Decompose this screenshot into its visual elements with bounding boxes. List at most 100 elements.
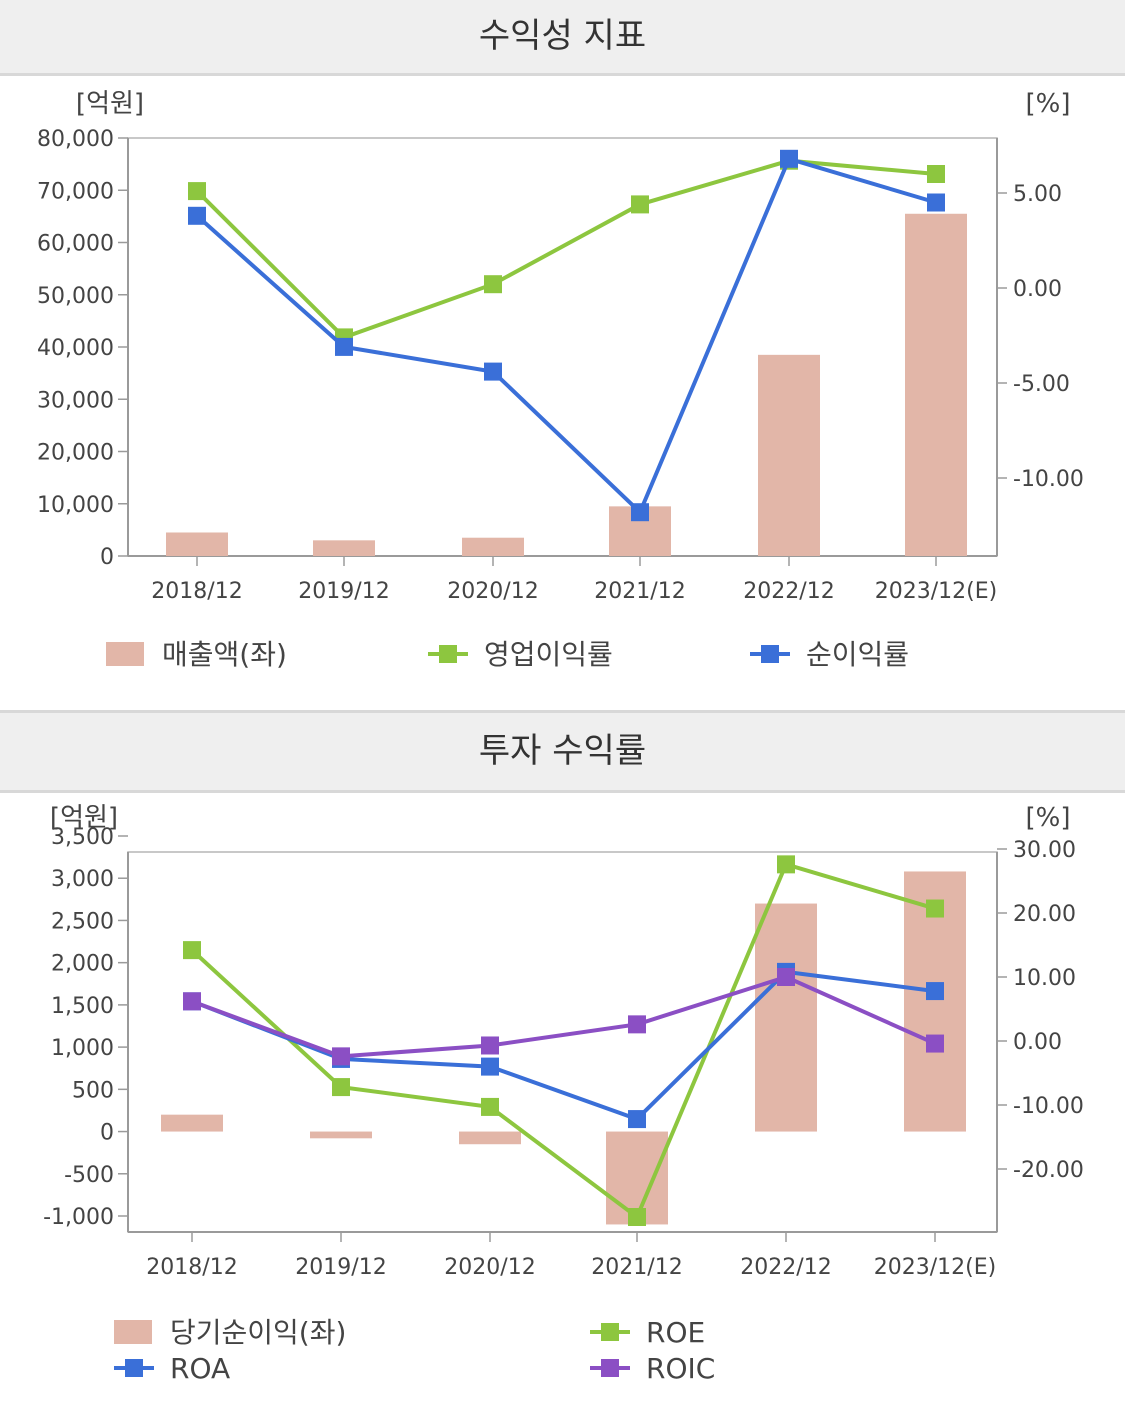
left-tick-label: 3,000	[51, 867, 114, 892]
series-point-ROA	[481, 1057, 499, 1076]
x-tick-label: 2020/12	[447, 579, 538, 604]
left-tick-label: 10,000	[37, 493, 114, 518]
series-line-ROA	[191, 969, 936, 1122]
investment-return-chart: [억원] [%] 3,500 3,000 2,500 2,000 1,500 1,000 500…	[43, 803, 1084, 1385]
left-tick-label: 1,500	[51, 994, 114, 1019]
series-point-ROIC	[183, 992, 201, 1011]
bar-매출액(좌)	[758, 354, 820, 556]
legend-swatch-bar	[114, 1320, 152, 1344]
left-tick-label: 0	[100, 1121, 114, 1146]
legend-swatch-marker	[125, 1359, 143, 1377]
left-tick-label: 40,000	[37, 336, 114, 361]
legend-swatch-bar	[106, 642, 144, 666]
series-point-영업이익률	[631, 195, 649, 214]
bar-매출액(좌)	[313, 540, 375, 556]
series-point-ROIC	[628, 1015, 646, 1034]
series-line-순이익률	[195, 156, 937, 516]
series-line-ROE	[190, 861, 936, 1221]
left-tick-label: -1,000	[43, 1205, 114, 1230]
left-tick-label: 20,000	[37, 441, 114, 466]
left-tick-label: 500	[72, 1078, 114, 1103]
bar-매출액(좌)	[166, 532, 228, 556]
x-tick-label: 2022/12	[740, 1255, 831, 1280]
right-tick-label: -10.00	[1013, 467, 1084, 492]
series-point-ROE	[628, 1208, 646, 1226]
legend-label: ROE	[646, 1316, 705, 1349]
series-point-ROA	[628, 1110, 646, 1129]
right-unit-label: [%]	[1026, 803, 1071, 833]
right-tick-label: 30.00	[1013, 838, 1076, 863]
series-point-ROIC	[926, 1034, 944, 1053]
left-tick-label: 2,000	[51, 952, 114, 977]
legend-label: 매출액(좌)	[162, 638, 287, 671]
right-tick-label: 5.00	[1013, 182, 1062, 207]
left-tick-label: 3,500	[51, 825, 114, 850]
x-tick-label: 2019/12	[298, 579, 389, 604]
legend-label: 당기순이익(좌)	[170, 1316, 346, 1349]
bar-당기순이익(좌)	[755, 903, 817, 1132]
x-tick-label: 2021/12	[594, 579, 685, 604]
right-tick-label: 20.00	[1013, 902, 1076, 927]
left-tick-label: 80,000	[37, 127, 114, 152]
legend-swatch-marker	[761, 645, 779, 663]
x-tick-label: 2022/12	[743, 579, 834, 604]
right-tick-label: -10.00	[1013, 1094, 1084, 1119]
left-tick-label: 1,000	[51, 1036, 114, 1061]
plot-area	[127, 137, 998, 557]
x-tick-label: 2018/12	[151, 579, 242, 604]
right-tick-label: 0.00	[1013, 1030, 1062, 1055]
series-point-ROIC	[481, 1036, 499, 1055]
series-point-순이익률	[631, 503, 649, 522]
bar-당기순이익(좌)	[459, 1131, 521, 1145]
series-point-영업이익률	[484, 275, 502, 294]
legend-swatch-marker	[601, 1323, 619, 1341]
legend-swatch-marker	[601, 1359, 619, 1377]
series-point-순이익률	[335, 337, 353, 356]
left-tick-label: 2,500	[51, 909, 114, 934]
series-point-ROE	[183, 941, 201, 960]
series-point-ROA	[926, 982, 944, 1001]
left-tick-label: -500	[64, 1163, 114, 1188]
chart1-title: 수익성 지표	[0, 0, 1125, 76]
x-tick-label: 2018/12	[146, 1255, 237, 1280]
legend-label: ROA	[170, 1352, 230, 1385]
left-unit-label: [억원]	[76, 89, 144, 119]
series-point-ROIC	[777, 968, 795, 986]
chart2-title: 투자 수익률	[0, 710, 1125, 793]
series-point-순이익률	[780, 149, 798, 168]
legend-swatch-marker	[439, 645, 457, 663]
series-point-영업이익률	[927, 165, 945, 183]
x-tick-label: 2023/12(E)	[875, 579, 997, 604]
right-tick-label: -5.00	[1013, 372, 1070, 397]
series-point-ROE	[777, 855, 795, 874]
left-tick-label: 0	[100, 545, 114, 570]
left-tick-label: 30,000	[37, 388, 114, 413]
bar-매출액(좌)	[462, 537, 524, 556]
series-point-ROE	[332, 1078, 350, 1097]
plot-area	[127, 851, 998, 1233]
left-tick-label: 50,000	[37, 284, 114, 309]
bar-매출액(좌)	[905, 213, 967, 556]
legend-label: 순이익률	[806, 638, 909, 671]
x-tick-label: 2020/12	[444, 1255, 535, 1280]
right-tick-label: -20.00	[1013, 1158, 1084, 1183]
series-point-ROE	[926, 899, 944, 918]
x-tick-label: 2019/12	[295, 1255, 386, 1280]
right-tick-label: 10.00	[1013, 966, 1076, 991]
bar-당기순이익(좌)	[161, 1114, 223, 1132]
left-tick-label: 60,000	[37, 232, 114, 257]
series-point-순이익률	[484, 362, 502, 381]
left-unit-label: [억원]	[50, 803, 118, 833]
right-unit-label: [%]	[1026, 89, 1071, 119]
series-point-ROIC	[332, 1047, 350, 1066]
x-tick-label: 2023/12(E)	[874, 1255, 996, 1280]
bar-당기순이익(좌)	[310, 1131, 372, 1139]
series-line-ROIC	[191, 974, 936, 1059]
left-tick-label: 70,000	[37, 179, 114, 204]
series-point-ROE	[481, 1097, 499, 1116]
right-tick-label: 0.00	[1013, 277, 1062, 302]
series-point-순이익률	[188, 206, 206, 225]
series-point-영업이익률	[188, 182, 206, 201]
series-point-순이익률	[927, 193, 945, 212]
legend-label: ROIC	[646, 1352, 715, 1385]
